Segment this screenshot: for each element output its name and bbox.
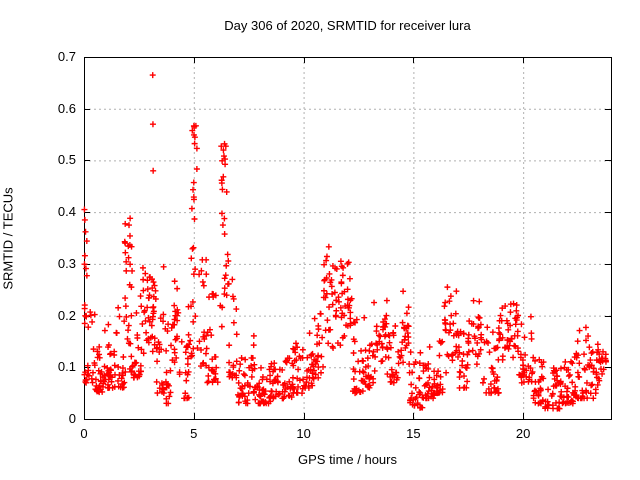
y-tick-label: 0.1 (57, 359, 76, 375)
y-tick-label: 0.7 (57, 49, 76, 64)
x-tick-label: 0 (80, 426, 88, 441)
x-axis-title: GPS time / hours (298, 452, 397, 467)
y-tick-label: 0.2 (57, 307, 76, 323)
y-tick-label: 0.4 (57, 204, 76, 220)
x-tick-label: 5 (190, 426, 198, 441)
x-tick-label: 20 (515, 426, 531, 441)
y-tick-label: 0.3 (57, 255, 76, 271)
chart-title: Day 306 of 2020, SRMTID for receiver lur… (224, 18, 471, 33)
y-tick-label: 0 (68, 411, 76, 426)
x-tick-label: 10 (296, 426, 311, 441)
y-tick-label: 0.6 (57, 100, 76, 116)
y-axis-title: SRMTID / TECUs (0, 187, 16, 290)
x-tick-label: 15 (406, 426, 421, 441)
y-tick-label: 0.5 (57, 152, 76, 168)
